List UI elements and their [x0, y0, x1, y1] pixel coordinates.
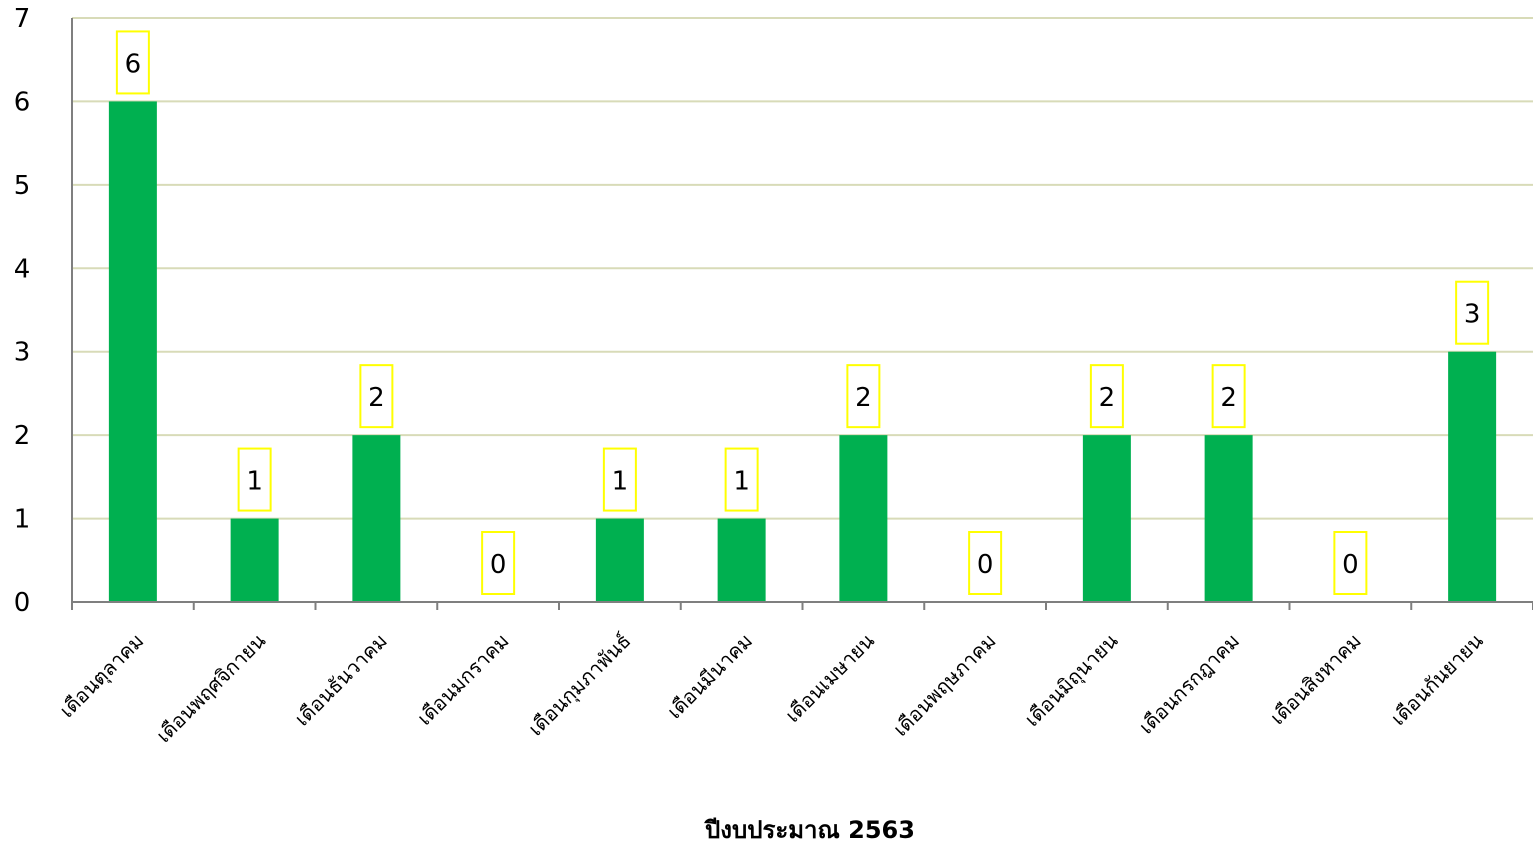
- data-label-box-4: [481, 531, 516, 595]
- y-tick-label-2: 2: [14, 421, 31, 451]
- bar-5: [595, 518, 644, 602]
- y-tick-label-6: 6: [14, 87, 31, 117]
- bar-12: [1448, 351, 1497, 602]
- data-label-3: 2: [368, 383, 385, 413]
- data-label-box-8: [968, 531, 1003, 595]
- x-tick-label-5: เดือนกุมภาพันธ์: [523, 629, 636, 742]
- x-tick-label-8: เดือนพฤษภาคม: [888, 629, 1000, 741]
- x-tick-label-3: เดือนธันวาคม: [290, 629, 392, 731]
- data-label-11: 0: [1342, 550, 1359, 580]
- y-tick-label-7: 7: [14, 4, 31, 34]
- bars: [108, 101, 1497, 602]
- data-label-box-9: [1089, 364, 1124, 429]
- y-tick-label-4: 4: [14, 254, 31, 284]
- x-tick-label-9: เดือนมิถุนายน: [1020, 628, 1124, 732]
- y-tick-label-0: 0: [14, 588, 31, 618]
- data-label-1: 6: [125, 49, 142, 79]
- data-label-box-5: [602, 447, 637, 512]
- data-labels: 6 1 2 0 1 1 2 0 2 2 0 3: [115, 30, 1490, 595]
- y-tick-label-3: 3: [14, 338, 31, 368]
- data-label-box-6: [724, 447, 759, 512]
- x-tick-label-6: เดือนมีนาคม: [662, 629, 757, 724]
- data-label-9: 2: [1099, 383, 1116, 413]
- bar-3: [352, 435, 401, 602]
- x-tick-label-7: เดือนเมษายน: [780, 628, 879, 727]
- data-label-7: 2: [855, 383, 872, 413]
- y-tick-label-1: 1: [14, 505, 31, 535]
- bar-1: [108, 101, 157, 602]
- data-label-box-1: [115, 30, 150, 95]
- x-tick-label-4: เดือนมกราคม: [412, 629, 513, 730]
- bar-6: [717, 518, 766, 602]
- data-label-5: 1: [612, 467, 629, 497]
- bar-7: [839, 435, 888, 602]
- x-tick-label-10: เดือนกรกฎาคม: [1134, 629, 1244, 739]
- data-label-box-12: [1455, 280, 1490, 345]
- data-label-box-3: [359, 364, 394, 429]
- y-axis-ticks: 0 1 2 3 4 5 6 7: [14, 4, 31, 618]
- data-label-box-10: [1211, 364, 1246, 429]
- data-label-4: 0: [490, 550, 507, 580]
- x-tick-label-1: เดือนตุลาคม: [55, 629, 149, 723]
- x-tick-label-2: เดือนพฤศจิกายน: [151, 628, 270, 747]
- bar-10: [1204, 435, 1253, 602]
- data-label-box-7: [846, 364, 881, 429]
- data-label-6: 1: [733, 467, 750, 497]
- data-label-8: 0: [977, 550, 994, 580]
- x-tick-label-11: เดือนสิงหาคม: [1265, 629, 1366, 730]
- data-label-box-2: [237, 447, 272, 512]
- axes: [71, 18, 1533, 610]
- x-axis-category-labels: เดือนตุลาคม เดือนพฤศจิกายน เดือนธันวาคม เดื…: [55, 628, 1488, 747]
- data-label-12: 3: [1464, 300, 1481, 330]
- x-tick-label-12: เดือนกันยายน: [1386, 628, 1488, 730]
- data-label-2: 1: [246, 467, 263, 497]
- bar-9: [1082, 435, 1131, 602]
- data-label-10: 2: [1220, 383, 1237, 413]
- gridlines: [72, 17, 1533, 520]
- data-label-box-11: [1333, 531, 1368, 595]
- bar-2: [230, 518, 279, 602]
- x-axis-title: ปีงบประมาณ 2563: [704, 816, 915, 844]
- y-tick-label-5: 5: [14, 171, 31, 201]
